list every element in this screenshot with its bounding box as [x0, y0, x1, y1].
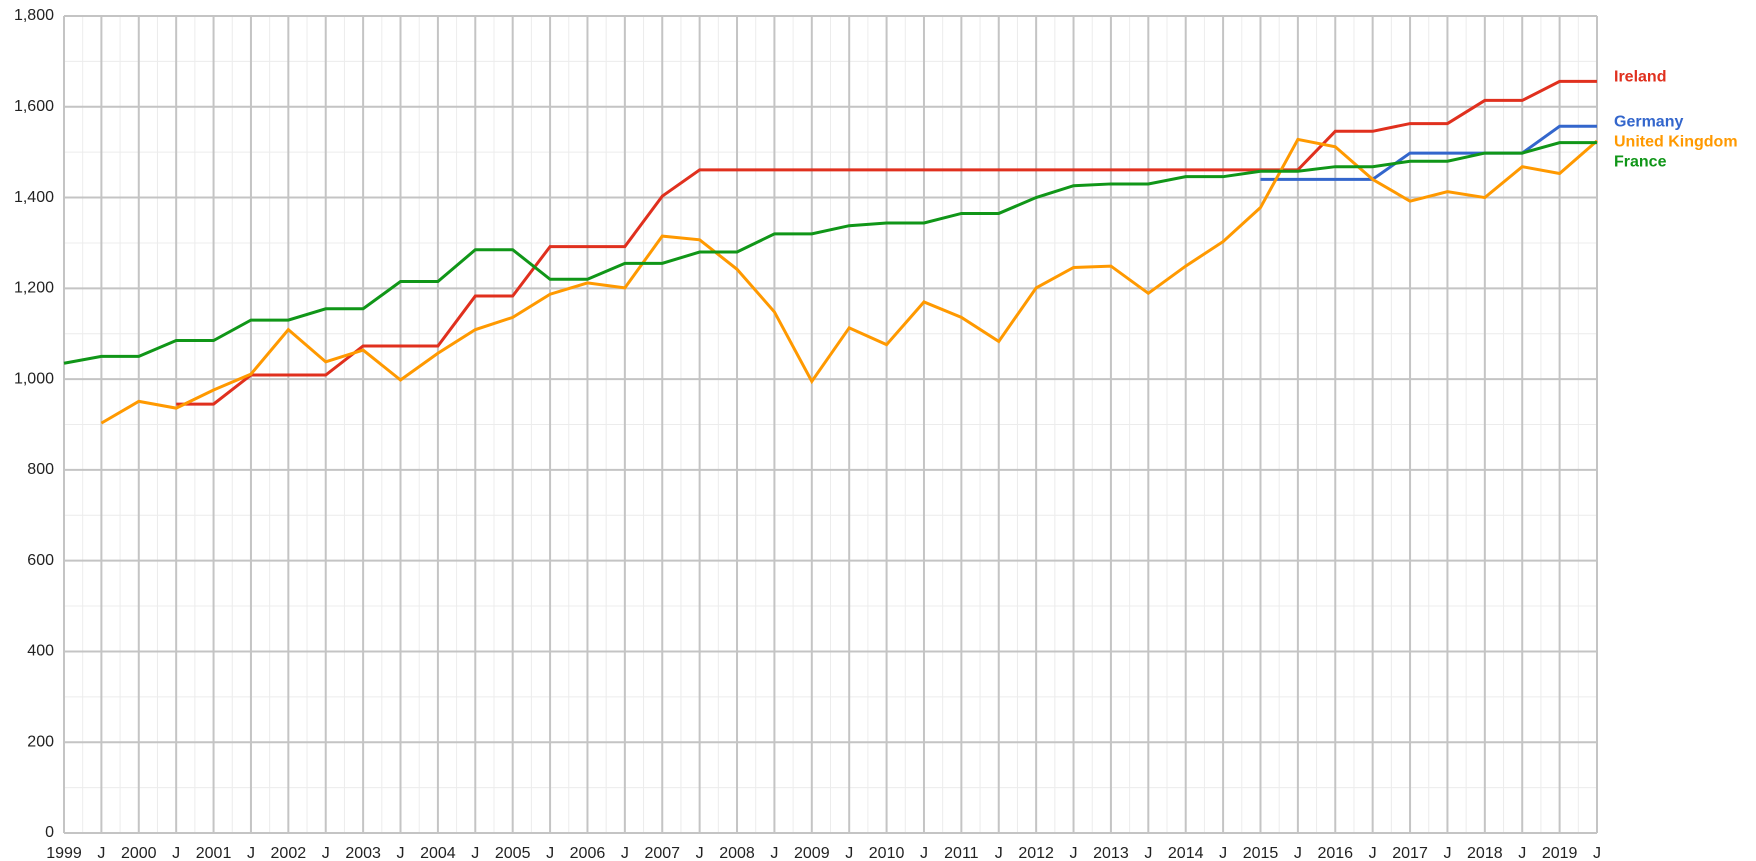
x-tick-label: J — [1593, 845, 1601, 861]
x-tick-label: 2019 — [1542, 845, 1578, 861]
y-tick-label: 1,200 — [14, 280, 54, 297]
legend-label: United Kingdom — [1614, 134, 1738, 151]
x-tick-label: J — [621, 845, 629, 861]
x-tick-label: J — [995, 845, 1003, 861]
y-tick-label: 1,800 — [14, 7, 54, 24]
x-tick-label: 2007 — [644, 845, 680, 861]
x-tick-label: 2010 — [869, 845, 905, 861]
x-tick-label: 1999 — [46, 845, 82, 861]
x-tick-label: 2006 — [570, 845, 606, 861]
x-tick-label: J — [845, 845, 853, 861]
x-tick-label: J — [1443, 845, 1451, 861]
x-tick-label: J — [1294, 845, 1302, 861]
y-tick-label: 400 — [27, 643, 54, 660]
y-tick-label: 1,600 — [14, 98, 54, 115]
x-tick-label: 2013 — [1093, 845, 1129, 861]
x-tick-label: J — [1144, 845, 1152, 861]
x-tick-label: 2008 — [719, 845, 755, 861]
y-tick-label: 800 — [27, 461, 54, 478]
x-tick-label: J — [770, 845, 778, 861]
x-tick-label: J — [97, 845, 105, 861]
series-line — [176, 79, 1597, 406]
x-tick-label: 2016 — [1317, 845, 1353, 861]
y-tick-label: 200 — [27, 733, 54, 750]
x-tick-label: 2017 — [1392, 845, 1428, 861]
series-line — [63, 141, 1597, 365]
series-line — [1260, 124, 1597, 181]
x-tick-label: J — [1070, 845, 1078, 861]
y-tick-label: 1,400 — [14, 189, 54, 206]
y-tick-label: 600 — [27, 552, 54, 569]
x-tick-label: 2005 — [495, 845, 531, 861]
x-tick-label: 2012 — [1018, 845, 1054, 861]
x-tick-label: J — [322, 845, 330, 861]
legend-label: France — [1614, 154, 1667, 171]
series-line — [100, 137, 1598, 425]
x-tick-label: 2011 — [944, 845, 979, 861]
y-tick-label: 0 — [45, 824, 54, 841]
x-tick-label: J — [247, 845, 255, 861]
x-tick-label: 2015 — [1243, 845, 1279, 861]
y-tick-label: 1,000 — [14, 370, 54, 387]
x-tick-label: J — [172, 845, 180, 861]
x-tick-label: 2009 — [794, 845, 830, 861]
x-tick-label: 2014 — [1168, 845, 1204, 861]
x-tick-label: J — [1518, 845, 1526, 861]
x-tick-label: 2018 — [1467, 845, 1503, 861]
x-tick-label: J — [1219, 845, 1227, 861]
x-tick-label: J — [696, 845, 704, 861]
x-tick-label: J — [397, 845, 405, 861]
x-tick-label: J — [471, 845, 479, 861]
x-tick-label: J — [920, 845, 928, 861]
x-tick-label: 2001 — [196, 845, 232, 861]
legend-label: Germany — [1614, 114, 1683, 131]
x-tick-label: J — [546, 845, 554, 861]
legend-label: Ireland — [1614, 69, 1666, 86]
x-tick-label: 2003 — [345, 845, 381, 861]
x-tick-label: 2000 — [121, 845, 157, 861]
x-tick-label: 2002 — [271, 845, 307, 861]
x-tick-label: J — [1369, 845, 1377, 861]
x-tick-label: 2004 — [420, 845, 456, 861]
